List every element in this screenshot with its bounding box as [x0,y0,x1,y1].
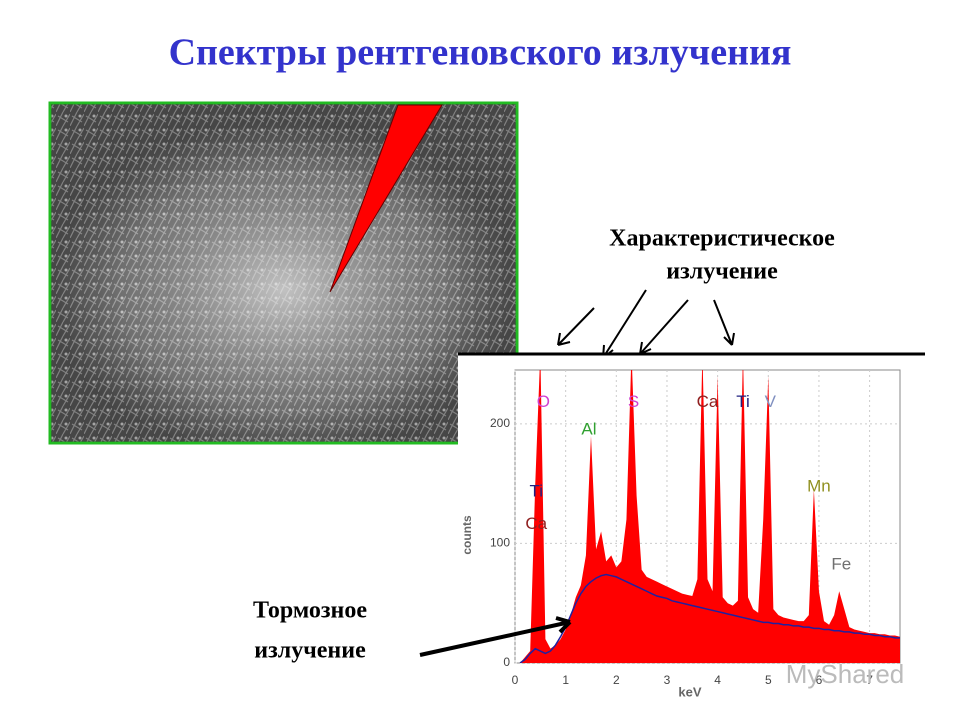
background-line [519,573,900,663]
plot: 0 100 200 0 1 2 3 4 5 6 7 keV counts O Al S Ca Ti V Mn Fe Ti C… [460,370,900,699]
peak-label: O [537,392,550,411]
y-tick-label: 0 [503,655,510,669]
x-tick-label: 6 [816,673,823,687]
peak-label: Al [581,419,596,438]
x-tick-label: 0 [512,673,519,687]
peak-label: V [765,392,777,411]
x-tick-label: 3 [664,673,671,687]
pointer-arrow [419,616,572,657]
peak-label: Ca [697,392,719,411]
spectrum-area [520,370,900,663]
y-axis-label: counts [460,515,474,555]
x-axis-label: keV [678,684,701,699]
label-line: излучение [254,638,366,664]
peak-label: Fe [831,554,851,573]
watermark: MyShared [786,659,905,689]
peak-label: Ca [525,514,547,533]
slide-title: Спектры рентгеновского излучения [169,32,792,74]
peak-label: Ti [736,392,750,411]
peak-label: Ti [530,481,544,500]
label-line: излучение [666,259,778,285]
peak-label: Mn [807,477,831,496]
y-tick-label: 200 [490,416,510,430]
x-tick-label: 2 [613,673,620,687]
pointer-arrows [557,289,735,359]
label-line: Характеристическое [609,226,835,252]
x-tick-label: 1 [562,673,569,687]
x-tick-label: 7 [866,673,873,687]
x-tick-label: 5 [765,673,772,687]
peak-label: S [628,392,639,411]
label-line: Тормозное [253,598,367,624]
y-tick-label: 100 [490,536,510,550]
sem-image [48,101,519,445]
x-tick-label: 4 [714,673,721,687]
